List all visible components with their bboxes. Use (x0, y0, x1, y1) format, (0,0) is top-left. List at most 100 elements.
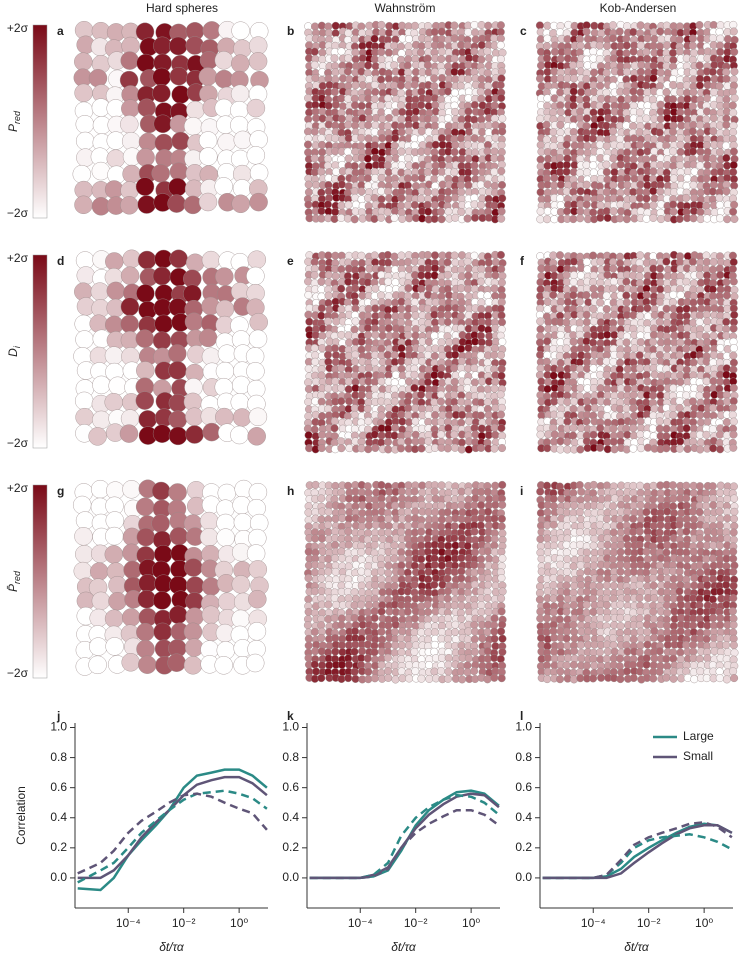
particle (136, 178, 154, 196)
particle (631, 175, 639, 183)
particle (397, 445, 405, 453)
particle (498, 515, 506, 523)
particle (405, 621, 413, 629)
particle (364, 175, 372, 183)
particle (709, 266, 717, 274)
particle (218, 484, 236, 502)
particle (404, 608, 412, 616)
particle (610, 358, 618, 366)
particle (184, 196, 202, 214)
particle (234, 513, 252, 531)
particle (543, 215, 551, 223)
particle (498, 279, 506, 287)
particle (444, 259, 452, 267)
particle (139, 133, 157, 151)
particle (498, 181, 506, 189)
particle (536, 75, 544, 83)
particle (344, 482, 352, 490)
particle (557, 129, 565, 137)
particle (425, 338, 433, 346)
particle (306, 318, 314, 326)
particle (630, 404, 638, 412)
particle (457, 82, 465, 90)
particle (730, 28, 738, 36)
particle (418, 482, 426, 490)
particle (630, 424, 638, 432)
particle (630, 391, 638, 399)
particle (452, 141, 460, 149)
particle (398, 555, 406, 563)
particle (477, 501, 485, 509)
particle (305, 385, 313, 393)
particle (451, 502, 459, 510)
particle (411, 488, 419, 496)
particle (202, 251, 220, 269)
particle (136, 392, 154, 410)
particle (397, 89, 405, 97)
particle (497, 628, 505, 636)
particle (696, 82, 704, 90)
particle (325, 292, 333, 300)
particle (484, 508, 492, 516)
particle (318, 134, 326, 142)
particle (617, 161, 625, 169)
particle (464, 662, 472, 670)
particle (248, 427, 266, 445)
particle (544, 35, 552, 43)
particle (730, 352, 738, 360)
particle (623, 68, 631, 76)
particle (325, 662, 333, 670)
particle (248, 622, 266, 640)
particle (404, 522, 412, 530)
particle (603, 371, 611, 379)
particle (438, 339, 446, 347)
particle (556, 29, 564, 37)
particle (312, 668, 320, 676)
particle (384, 446, 392, 454)
particle (650, 214, 658, 222)
particle (337, 285, 345, 293)
particle (703, 215, 711, 223)
particle (583, 345, 591, 353)
particle (304, 398, 312, 406)
particle (464, 378, 472, 386)
particle (576, 319, 584, 327)
particle (318, 674, 326, 682)
particle (377, 292, 385, 300)
particle (623, 155, 631, 163)
particle (697, 208, 705, 216)
particle (556, 305, 564, 313)
particle (332, 601, 340, 609)
particle-image (304, 251, 506, 453)
particle (431, 28, 439, 36)
particle (311, 48, 319, 56)
particle (497, 251, 505, 259)
particle (233, 496, 251, 514)
particle (584, 149, 592, 157)
particle (378, 56, 386, 64)
particle (550, 128, 558, 136)
particle (616, 135, 624, 143)
particle (491, 345, 499, 353)
particle (683, 278, 691, 286)
particle (351, 668, 359, 676)
particle (371, 252, 379, 260)
particle (412, 418, 420, 426)
particle (670, 411, 678, 419)
particle (451, 522, 459, 530)
particle (724, 35, 732, 43)
particle (710, 377, 718, 385)
particle (465, 95, 473, 103)
particle (477, 181, 485, 189)
particle (709, 425, 717, 433)
particle (498, 372, 506, 380)
particle (444, 195, 452, 203)
particle (384, 438, 392, 446)
particle (498, 128, 506, 136)
particle (404, 201, 412, 209)
particle (471, 134, 479, 142)
particle (465, 265, 473, 273)
particle (663, 88, 671, 96)
particle (312, 181, 320, 189)
particle (312, 481, 320, 489)
